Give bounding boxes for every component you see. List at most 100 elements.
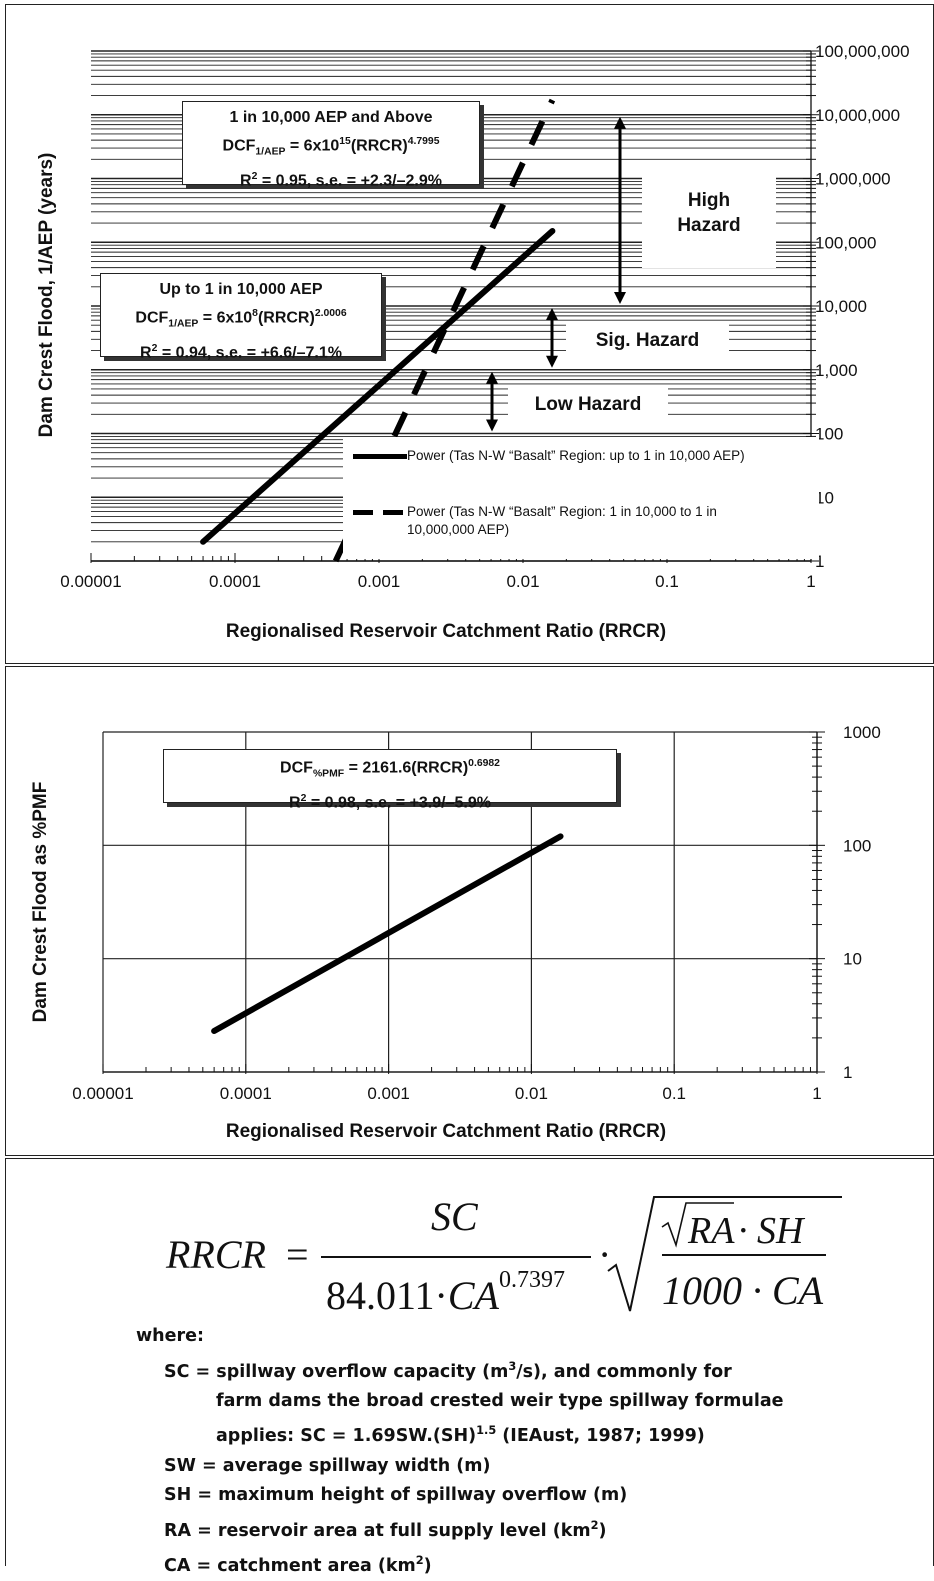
x-tick-label: 1 bbox=[806, 572, 815, 591]
eq-high-exp1: 15 bbox=[339, 136, 351, 147]
formula-equals: = bbox=[286, 1232, 309, 1277]
def-ra: RA = reservoir area at full supply level… bbox=[136, 1511, 784, 1546]
series-line-solid bbox=[200, 228, 556, 545]
def-sc-sup: 3 bbox=[508, 1358, 517, 1373]
formula-fraction-bar bbox=[321, 1256, 591, 1258]
high-hazard-line2: Hazard bbox=[677, 215, 741, 236]
def-sh-text: SH = maximum height of spillway overflow… bbox=[164, 1485, 628, 1506]
y-tick-label: 1000 bbox=[843, 723, 881, 742]
eq-high-box: 1 in 10,000 AEP and Above DCF1/AEP = 6x1… bbox=[182, 101, 480, 189]
formula-inner-denom: 1000 · CA bbox=[662, 1268, 824, 1313]
formula-numerator: SC bbox=[431, 1194, 478, 1239]
def-sc-cont2-text: applies: SC = 1.69SW.(SH) bbox=[216, 1426, 477, 1447]
eq-pmf-box: DCF%PMF = 2161.6(RRCR)0.6982 R2 = 0.98, … bbox=[163, 749, 617, 811]
eq-high-dcf: DCF bbox=[222, 137, 256, 155]
formula-denom-coef: 84.011 bbox=[326, 1273, 435, 1318]
x-tick-label: 0.0001 bbox=[209, 572, 261, 591]
hazard-arrow-head-up bbox=[486, 371, 498, 384]
formula-denom-ca: CA bbox=[447, 1273, 499, 1318]
def-sc-cont2-sup: 1.5 bbox=[476, 1423, 497, 1438]
hazard-arrow-head-down bbox=[546, 355, 558, 368]
eq-high-line3: R2 = 0.95, s.e. = +2.3/–2.9% bbox=[183, 165, 479, 193]
inner-sqrt-sign bbox=[661, 1202, 734, 1248]
legend-dashed-label: Power (Tas N-W “Basalt” Region: 1 in 10,… bbox=[407, 504, 717, 537]
y-tick-label: 100,000,000 bbox=[815, 42, 910, 61]
eq-pmf-line1: DCF%PMF = 2161.6(RRCR)0.6982 bbox=[164, 752, 616, 787]
outer-sqrt-sign bbox=[607, 1196, 842, 1312]
formula-denom-dot: · bbox=[434, 1273, 448, 1318]
definitions: where: SC = spillway overflow capacity (… bbox=[136, 1322, 784, 1581]
def-ra-text: RA = reservoir area at full supply level… bbox=[164, 1520, 591, 1541]
x-tick-label: 0.01 bbox=[515, 1084, 548, 1103]
x-tick-label: 0.01 bbox=[506, 572, 539, 591]
eq-high-r2-rest: = 0.95, s.e. = +2.3/–2.9% bbox=[257, 171, 442, 189]
eq-low-line3: R2 = 0.94, s.e. = +6.6/–7.1% bbox=[101, 337, 381, 365]
eq-low-exp1: 8 bbox=[252, 308, 258, 319]
y-axis-title: Dam Crest Flood, 1/AEP (years) bbox=[36, 153, 57, 438]
eq-pmf-sub: %PMF bbox=[312, 768, 345, 780]
eq-low-r-exp: 2 bbox=[151, 342, 158, 354]
x-tick-label: 0.001 bbox=[358, 572, 401, 591]
sig-hazard-label: Sig. Hazard bbox=[566, 321, 729, 361]
eq-high-line2: DCF1/AEP = 6x1015(RRCR)4.7995 bbox=[183, 130, 479, 165]
hazard-arrow-head-up bbox=[546, 308, 558, 320]
def-sc-cont2: applies: SC = 1.69SW.(SH)1.5 (IEAust, 19… bbox=[136, 1416, 784, 1451]
eq-low-dcf: DCF bbox=[135, 309, 169, 327]
def-sc-cont1: farm dams the broad crested weir type sp… bbox=[136, 1387, 784, 1417]
eq-pmf-rhs: = 2161.6(RRCR) bbox=[344, 759, 469, 777]
eq-low-box: Up to 1 in 10,000 AEP DCF1/AEP = 6x108(R… bbox=[100, 273, 382, 361]
eq-pmf-exp: 0.6982 bbox=[468, 758, 500, 769]
eq-high-r: R bbox=[240, 171, 252, 189]
eq-pmf-r-exp: 2 bbox=[300, 792, 307, 804]
eq-high-sub: 1/AEP bbox=[255, 146, 286, 158]
y-tick-label: 10 bbox=[843, 950, 862, 969]
y-tick-label: 1,000,000 bbox=[815, 170, 891, 189]
legend-solid-swatch bbox=[353, 454, 407, 459]
eq-low-rhs: = 6x10 bbox=[198, 309, 253, 327]
formula-denominator: 84.011·CA0.7397 bbox=[326, 1267, 565, 1319]
eq-high-rhs: = 6x10 bbox=[285, 137, 340, 155]
legend-dashed-swatch bbox=[353, 510, 407, 515]
aep-chart-panel: 0.00001 0.0001 0.001 0.01 0.1 1 1 10 100 1,000 10,… bbox=[5, 4, 934, 664]
y-tick-label: 100 bbox=[815, 425, 843, 444]
x-tick-label: 0.1 bbox=[655, 572, 679, 591]
high-hazard-line1: High bbox=[687, 190, 731, 211]
eq-low-sub: 1/AEP bbox=[168, 318, 199, 330]
y-tick-label: 1 bbox=[815, 552, 824, 571]
x-axis-title: Regionalised Reservoir Catchment Ratio (… bbox=[226, 1121, 666, 1142]
pmf-chart: 0.00001 0.0001 0.001 0.01 0.1 1 1 10 100 1000 Regi… bbox=[30, 723, 881, 1142]
x-tick-label: 0.1 bbox=[662, 1084, 686, 1103]
x-tick-label: 0.001 bbox=[367, 1084, 410, 1103]
low-hazard-label: Low Hazard bbox=[508, 385, 668, 425]
y-tick-label: 10,000,000 bbox=[815, 106, 900, 125]
eq-high-exp2: 4.7995 bbox=[407, 136, 440, 147]
def-sc-cont2-post: (IEAust, 1987; 1999) bbox=[496, 1426, 705, 1447]
pmf-chart-panel: 0.00001 0.0001 0.001 0.01 0.1 1 1 10 100 1000 Regi… bbox=[5, 666, 934, 1156]
y-tick-label: 10,000 bbox=[815, 297, 867, 316]
formula-panel: RRCR = SC 84.011·CA0.7397 · RA · SH 1000… bbox=[5, 1158, 934, 1576]
def-sc-text: SC = spillway overflow capacity (m bbox=[164, 1361, 509, 1382]
def-ra-post: ) bbox=[598, 1520, 607, 1541]
def-sw-text: SW = average spillway width (m) bbox=[164, 1455, 491, 1476]
hazard-arrow-head-down bbox=[486, 419, 498, 432]
y-tick-label: 10 bbox=[815, 488, 834, 507]
eq-pmf-r2-rest: = 0.98, s.e. = +3.9/–5.9% bbox=[306, 793, 491, 811]
eq-high-r-exp: 2 bbox=[251, 170, 258, 182]
def-sw: SW = average spillway width (m) bbox=[136, 1452, 784, 1482]
series-line-solid bbox=[211, 833, 564, 1035]
eq-low-r2-rest: = 0.94, s.e. = +6.6/–7.1% bbox=[157, 343, 342, 361]
legend: Power (Tas N-W “Basalt” Region: up to 1 … bbox=[343, 437, 819, 559]
eq-pmf-dcf: DCF bbox=[280, 759, 313, 777]
def-ca: CA = catchment area (km2) bbox=[136, 1546, 784, 1581]
eq-low-line1: Up to 1 in 10,000 AEP bbox=[159, 281, 323, 298]
x-tick-label: 0.00001 bbox=[72, 1084, 133, 1103]
def-sc-post: /s), and commonly for bbox=[516, 1361, 732, 1382]
hazard-arrow-head-up bbox=[614, 116, 626, 129]
y-tick-label: 100 bbox=[843, 836, 871, 855]
high-hazard-label: High Hazard bbox=[642, 160, 776, 268]
formula-denom-exp: 0.7397 bbox=[498, 1267, 565, 1293]
def-sc-cont1-text: farm dams the broad crested weir type sp… bbox=[216, 1390, 784, 1411]
eq-low-line2: DCF1/AEP = 6x108(RRCR)2.0006 bbox=[101, 302, 381, 337]
y-tick-label: 100,000 bbox=[815, 233, 876, 252]
formula-inner-sh: · SH bbox=[738, 1210, 804, 1252]
